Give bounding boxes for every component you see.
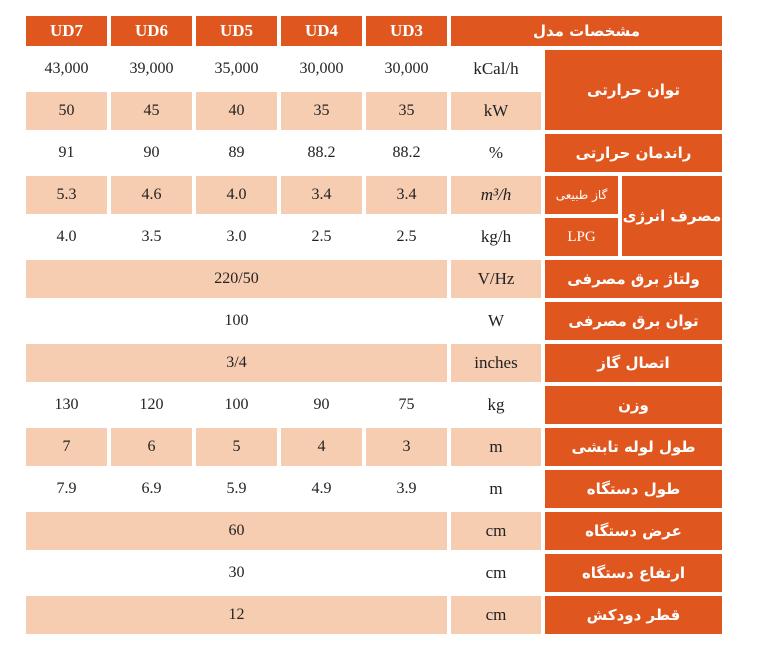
cell-value: 4.6 — [111, 176, 192, 214]
cell-value: 5 — [196, 428, 277, 466]
table-row: 4.0 3.5 3.0 2.5 2.5 kg/h LPG — [26, 218, 722, 256]
cell-value: 75 — [398, 396, 415, 413]
cell-value: 90 — [313, 396, 330, 413]
cell-value: 6.9 — [141, 480, 162, 497]
model-header: UD4 — [281, 16, 362, 46]
cell-value: 130 — [54, 396, 79, 413]
cell-unit: % — [488, 143, 504, 162]
cell-unit: m — [489, 479, 503, 498]
cell-unit: inches — [451, 344, 541, 382]
table-row: 130 120 100 90 75 kg وزن — [26, 386, 722, 424]
cell-value: 5.9 — [226, 480, 247, 497]
cell-value: 4.0 — [196, 176, 277, 214]
cell-unit: m — [451, 428, 541, 466]
row-label: مصرف انرژی — [622, 176, 722, 256]
cell-value: 30,000 — [384, 60, 429, 77]
table-row: 3/4 inches اتصال گاز — [26, 344, 722, 382]
cell-value: 6 — [111, 428, 192, 466]
cell-value: 4.9 — [311, 480, 332, 497]
cell-value: 120 — [139, 396, 164, 413]
cell-value: 100 — [224, 396, 249, 413]
cell-value: 7 — [26, 428, 107, 466]
cell-value: 220/50 — [26, 260, 447, 298]
cell-value: 35,000 — [214, 60, 259, 77]
model-header: UD7 — [26, 16, 107, 46]
row-label: توان برق مصرفی — [545, 302, 722, 340]
row-label: وزن — [545, 386, 722, 424]
cell-value: 60 — [26, 512, 447, 550]
cell-value: 88.2 — [392, 144, 421, 161]
cell-unit: cm — [451, 596, 541, 634]
cell-value: 2.5 — [396, 228, 417, 245]
cell-value: 43,000 — [44, 60, 89, 77]
cell-unit: kCal/h — [473, 59, 519, 78]
row-sublabel: گاز طبیعی — [545, 176, 618, 214]
header-row: UD7 UD6 UD5 UD4 UD3 مشخصات مدل — [26, 16, 722, 46]
cell-value: 100 — [224, 312, 249, 329]
cell-value: 90 — [143, 144, 160, 161]
table-row: 220/50 V/Hz ولتاژ برق مصرفی — [26, 260, 722, 298]
cell-value: 40 — [196, 92, 277, 130]
cell-value: 88.2 — [307, 144, 336, 161]
cell-value: 5.3 — [26, 176, 107, 214]
cell-value: 3/4 — [26, 344, 447, 382]
cell-value: 4.0 — [56, 228, 77, 245]
cell-value: 3.9 — [396, 480, 417, 497]
table-row: 100 W توان برق مصرفی — [26, 302, 722, 340]
table-row: 50 45 40 35 35 kW — [26, 92, 722, 130]
cell-value: 45 — [111, 92, 192, 130]
cell-value: 2.5 — [311, 228, 332, 245]
cell-unit: W — [487, 311, 505, 330]
cell-value: 3 — [366, 428, 447, 466]
row-label: عرض دستگاه — [545, 512, 722, 550]
row-sublabel: LPG — [545, 218, 618, 256]
cell-value: 12 — [26, 596, 447, 634]
cell-unit: kg — [487, 395, 505, 414]
cell-unit: m³/h — [451, 176, 541, 214]
cell-value: 7.9 — [56, 480, 77, 497]
row-label: اتصال گاز — [545, 344, 722, 382]
cell-value: 3.0 — [226, 228, 247, 245]
cell-value: 30 — [228, 564, 245, 581]
cell-value: 3.4 — [366, 176, 447, 214]
cell-value: 89 — [228, 144, 245, 161]
row-label: طول لوله تابشی — [545, 428, 722, 466]
cell-unit: kW — [451, 92, 541, 130]
model-header: UD5 — [196, 16, 277, 46]
table-title: مشخصات مدل — [451, 16, 722, 46]
table-row: 30 cm ارتفاع دستگاه — [26, 554, 722, 592]
model-header: UD6 — [111, 16, 192, 46]
row-label: ارتفاع دستگاه — [545, 554, 722, 592]
table-row: 91 90 89 88.2 88.2 % راندمان حرارتی — [26, 134, 722, 172]
cell-value: 39,000 — [129, 60, 174, 77]
cell-value: 91 — [58, 144, 75, 161]
table-row: 60 cm عرض دستگاه — [26, 512, 722, 550]
cell-unit: V/Hz — [451, 260, 541, 298]
cell-unit: cm — [451, 512, 541, 550]
row-label: ولتاژ برق مصرفی — [545, 260, 722, 298]
row-label: طول دستگاه — [545, 470, 722, 508]
cell-value: 30,000 — [299, 60, 344, 77]
cell-value: 3.5 — [141, 228, 162, 245]
cell-value: 35 — [366, 92, 447, 130]
table-row: 5.3 4.6 4.0 3.4 3.4 m³/h گاز طبیعی مصرف … — [26, 176, 722, 256]
cell-value: 35 — [281, 92, 362, 130]
table-row: 7 6 5 4 3 m طول لوله تابشی — [26, 428, 722, 466]
row-label: توان حرارتی — [545, 50, 722, 130]
cell-unit: cm — [485, 563, 507, 582]
cell-value: 4 — [281, 428, 362, 466]
row-label: قطر دودکش — [545, 596, 722, 634]
spec-table: UD7 UD6 UD5 UD4 UD3 مشخصات مدل 43,000 39… — [22, 12, 726, 638]
cell-value: 3.4 — [281, 176, 362, 214]
row-label: راندمان حرارتی — [545, 134, 722, 172]
cell-unit: kg/h — [480, 227, 512, 246]
model-header: UD3 — [366, 16, 447, 46]
cell-value: 50 — [26, 92, 107, 130]
table-row: 7.9 6.9 5.9 4.9 3.9 m طول دستگاه — [26, 470, 722, 508]
table-row: 12 cm قطر دودکش — [26, 596, 722, 634]
table-row: 43,000 39,000 35,000 30,000 30,000 kCal/… — [26, 50, 722, 130]
